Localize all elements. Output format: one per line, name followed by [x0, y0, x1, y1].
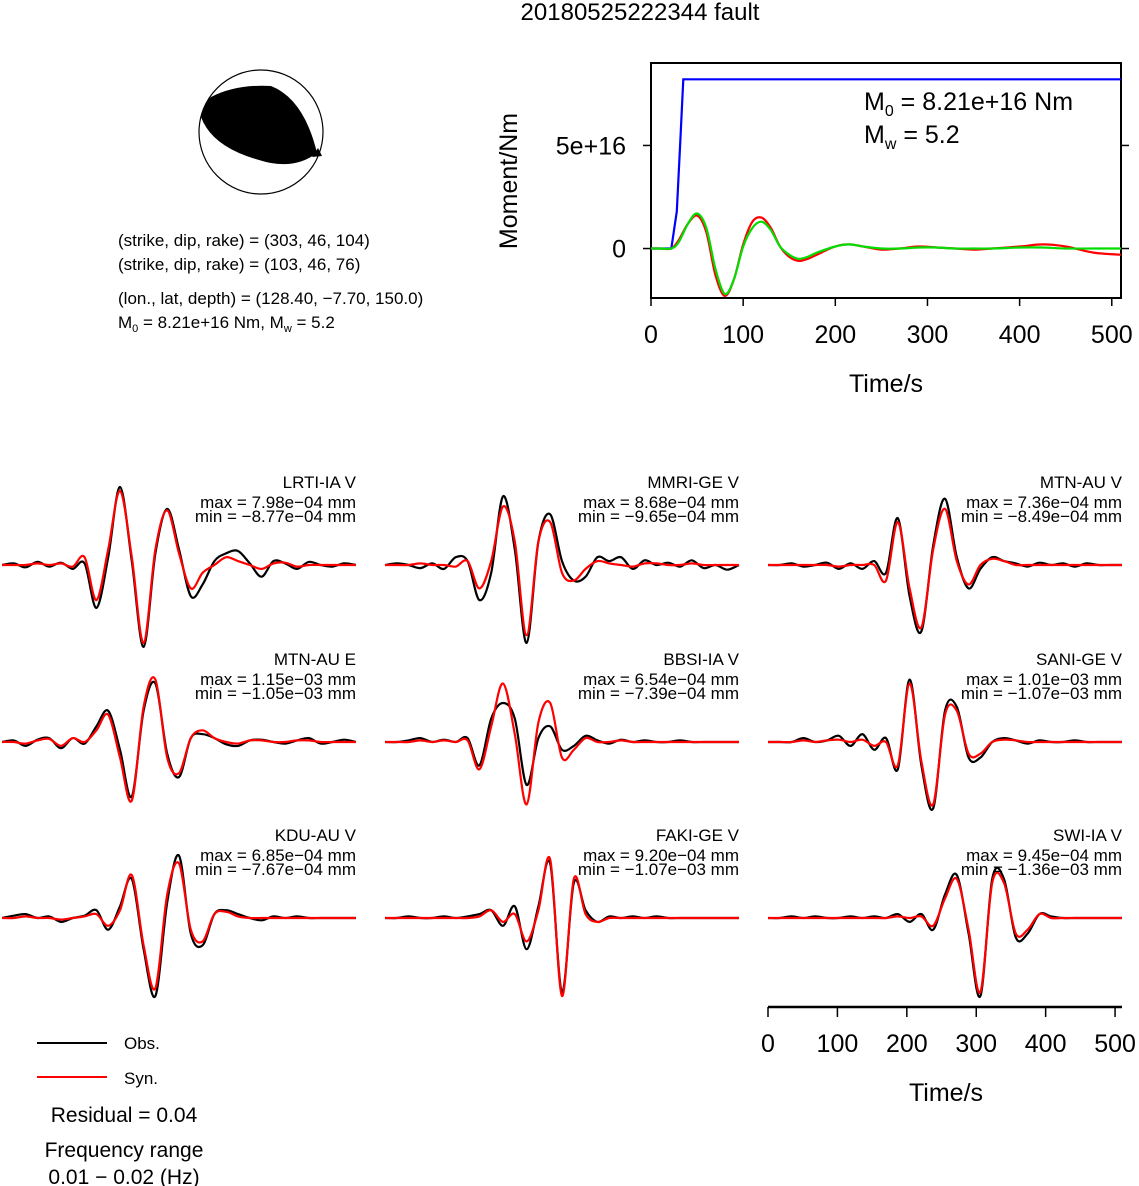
residual-value: Residual = 0.04 [51, 1104, 198, 1127]
station-label: FAKI-GE V [656, 826, 740, 845]
min-amplitude-label: min = −8.77e−04 mm [195, 507, 356, 526]
station-label: SANI-GE V [1036, 650, 1123, 669]
moment-y-axis-label: Moment/Nm [495, 113, 523, 249]
waveform-x-axis-label: Time/s [909, 1079, 983, 1107]
moment-y-tick-label: 0 [612, 236, 626, 264]
waveform-legend: Obs. Syn. [37, 1034, 160, 1088]
min-amplitude-label: min = −1.07e−03 mm [578, 860, 739, 879]
moment-series-line [651, 214, 1121, 297]
observed-trace [384, 495, 740, 645]
frequency-range-value: 0.01 − 0.02 (Hz) [48, 1166, 199, 1186]
min-amplitude-label: min = −1.05e−03 mm [195, 684, 356, 703]
max-amplitude-label: max = 6.85e−04 mm [200, 846, 356, 865]
waveform-x-tick-label: 100 [817, 1030, 859, 1058]
min-amplitude-label: min = −8.49e−04 mm [961, 507, 1122, 526]
legend-syn-label: Syn. [124, 1069, 158, 1088]
moment-rate-chart: 0 100 200 300 400 500 0 5e+16 Time/s Moment/Nm… [495, 62, 1133, 398]
hypocenter-location: (lon., lat, depth) = (128.40, −7.70, 150… [118, 289, 423, 308]
synthetic-trace [768, 871, 1122, 994]
nodal-plane-2: (strike, dip, rake) = (103, 46, 76) [118, 255, 360, 274]
waveform-x-tick-label: 200 [886, 1030, 928, 1058]
max-amplitude-label: max = 9.20e−04 mm [583, 846, 739, 865]
synthetic-trace [767, 507, 1122, 630]
station-label: BBSI-IA V [663, 650, 739, 669]
waveform-x-tick-label: 0 [761, 1030, 775, 1058]
legend-obs-label: Obs. [124, 1034, 160, 1053]
max-amplitude-label: max = 1.15e−03 mm [200, 670, 356, 689]
moment-mw-annotation: Mw = 5.2 [864, 121, 960, 153]
moment-y-tick-label: 5e+16 [556, 132, 626, 160]
synthetic-trace [1, 676, 356, 803]
moment-x-tick-label: 500 [1091, 321, 1133, 349]
moment-x-tick-label: 300 [907, 321, 949, 349]
waveform-x-tick-label: 300 [955, 1030, 997, 1058]
synthetic-trace [385, 855, 739, 998]
max-amplitude-label: max = 7.36e−04 mm [966, 493, 1122, 512]
observed-trace [767, 497, 1122, 635]
synthetic-trace [384, 682, 739, 806]
moment-x-tick-label: 0 [644, 321, 658, 349]
min-amplitude-label: min = −7.67e−04 mm [195, 860, 356, 879]
synthetic-trace [1, 489, 356, 645]
station-label: MMRI-GE V [647, 473, 739, 492]
moment-m0-annotation: M0 = 8.21e+16 Nm [864, 88, 1073, 120]
max-amplitude-label: max = 9.45e−04 mm [966, 846, 1122, 865]
figure-title: 20180525222344 fault [521, 0, 760, 26]
station-label: MTN-AU E [274, 650, 356, 669]
synthetic-trace [767, 682, 1122, 807]
waveform-x-tick-label: 400 [1025, 1030, 1067, 1058]
moment-x-tick-label: 100 [722, 321, 764, 349]
focal-mechanism-beachball [198, 69, 324, 195]
moment-series-line [651, 212, 1121, 296]
synthetic-trace [384, 505, 739, 637]
moment-x-tick-label: 200 [814, 321, 856, 349]
moment-magnitude-summary: M0 = 8.21e+16 Nm, Mw = 5.2 [118, 313, 335, 335]
min-amplitude-label: min = −7.39e−04 mm [578, 684, 739, 703]
max-amplitude-label: max = 7.98e−04 mm [200, 493, 356, 512]
observed-trace [384, 701, 739, 787]
moment-x-axis-label: Time/s [849, 370, 923, 398]
station-label: SWI-IA V [1053, 826, 1123, 845]
waveform-time-axis: 0 100 200 300 400 500 Time/s [761, 1005, 1136, 1107]
frequency-range-label: Frequency range [45, 1139, 204, 1162]
moment-x-tick-label: 400 [999, 321, 1041, 349]
max-amplitude-label: max = 1.01e−03 mm [966, 670, 1122, 689]
moment-plot-frame [650, 62, 1122, 299]
observed-trace [767, 866, 1122, 999]
min-amplitude-label: min = −1.36e−03 mm [961, 860, 1122, 879]
min-amplitude-label: min = −9.65e−04 mm [578, 507, 739, 526]
max-amplitude-label: max = 8.68e−04 mm [583, 493, 739, 512]
synthetic-trace [1, 861, 356, 991]
nodal-plane-1: (strike, dip, rake) = (303, 46, 104) [118, 231, 370, 250]
station-label: LRTI-IA V [283, 473, 357, 492]
max-amplitude-label: max = 6.54e−04 mm [583, 670, 739, 689]
observed-trace [384, 859, 739, 994]
observed-trace [1, 854, 356, 999]
min-amplitude-label: min = −1.07e−03 mm [961, 684, 1122, 703]
waveform-x-tick-label: 500 [1094, 1030, 1136, 1058]
station-label: MTN-AU V [1040, 473, 1123, 492]
station-label: KDU-AU V [275, 826, 357, 845]
